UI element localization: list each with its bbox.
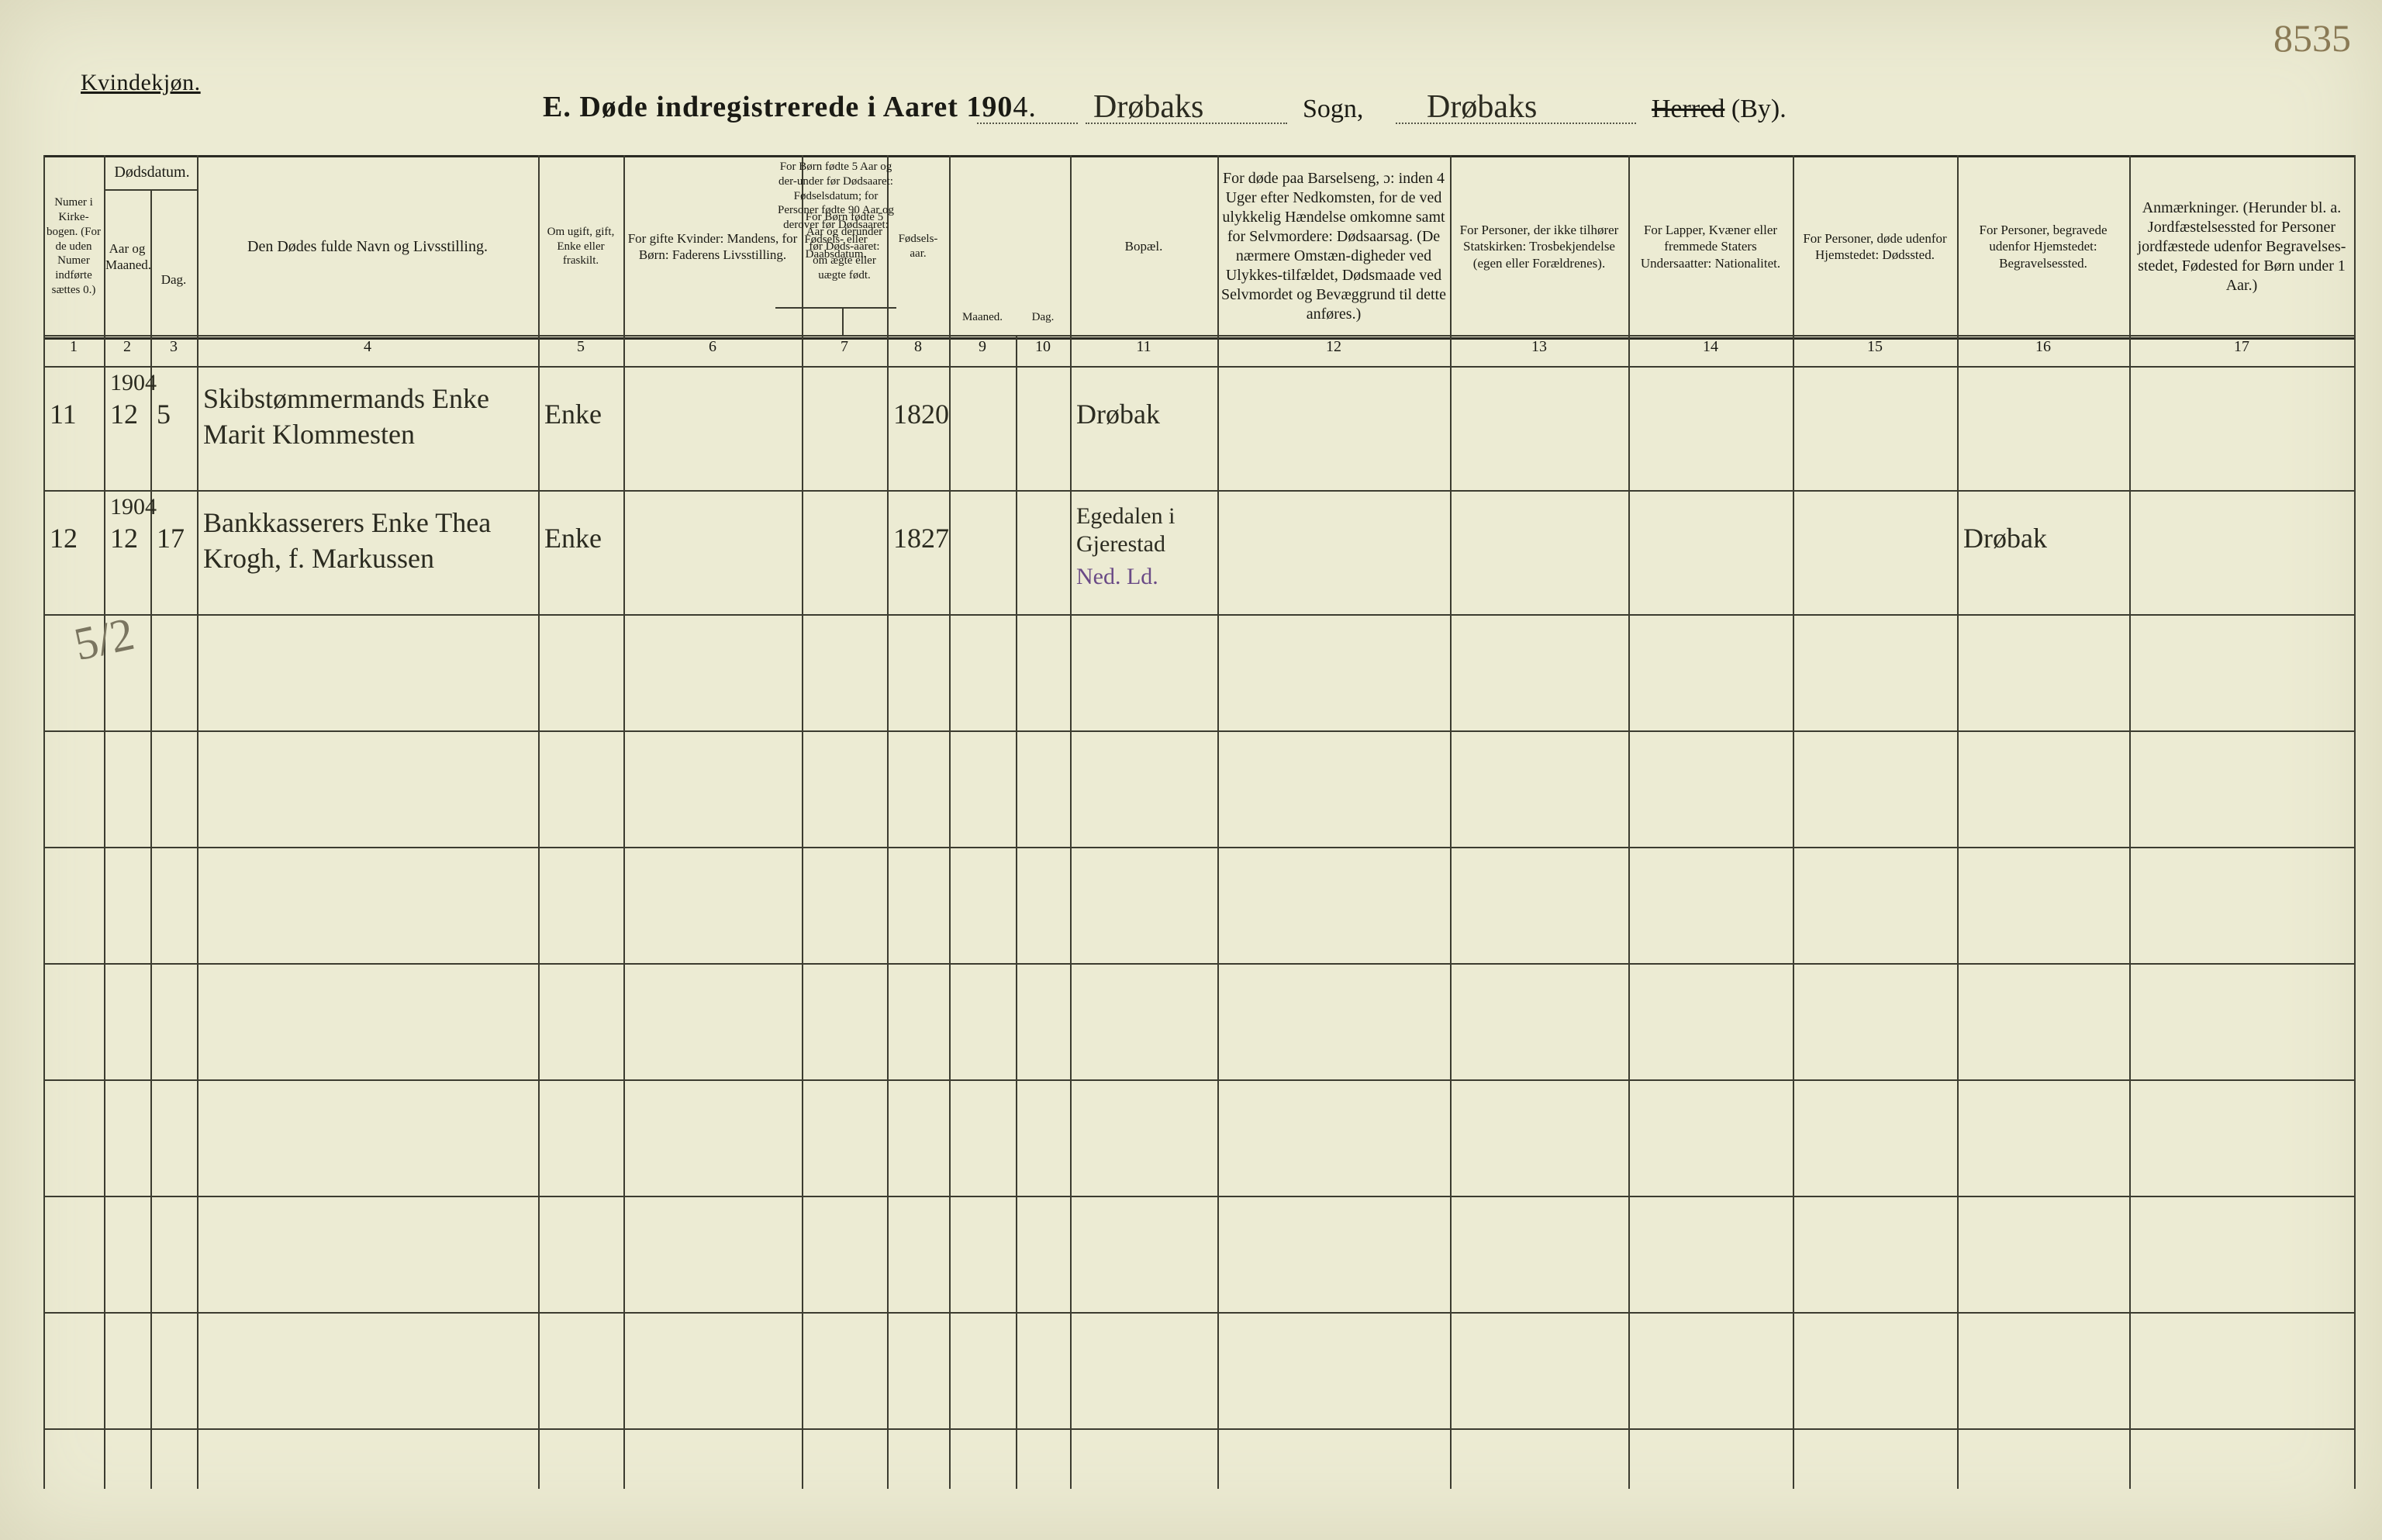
col-head-1: Numer i Kirke-bogen. (For de uden Numer … [47, 169, 101, 324]
col-head-12: For døde paa Barselseng, ɔ: inden 4 Uger… [1220, 169, 1447, 324]
col-head-11: Bopæl. [1073, 169, 1214, 324]
entry-year: 1904 [110, 495, 149, 520]
margin-pencil-note: 5/2 [70, 607, 139, 672]
entry-day: 17 [157, 524, 185, 554]
col-head-13: For Personer, der ikke tilhører Statskir… [1453, 169, 1625, 324]
row-rule [43, 1428, 2354, 1430]
title-prefix: E. Døde indregistrerede i Aaret 190 [543, 91, 1013, 123]
herred-by-label: Herred (By). [1652, 95, 1786, 124]
entry-year: 1904 [110, 371, 149, 395]
col-head-maaned-9: Maaned. [951, 310, 1014, 325]
col-head-5: Om ugift, gift, Enke eller fraskilt. [541, 169, 620, 324]
col-head-16: For Personer, begravede udenfor Hjemsted… [1960, 169, 2126, 324]
entry-month: 12 [110, 524, 138, 554]
sogn-label: Sogn, [1303, 95, 1363, 124]
col-head-8: Fødsels-aar. [890, 169, 946, 324]
col-head-4: Den Dødes fulde Navn og Livsstilling. [200, 169, 535, 324]
entry-num: 11 [50, 400, 77, 430]
row-rule [43, 963, 2354, 965]
gender-heading: Kvindekjøn. [81, 70, 201, 96]
col-number-15: 15 [1793, 338, 1957, 356]
entry-residence: Drøbak [1076, 400, 1160, 430]
col-number-13: 13 [1450, 338, 1628, 356]
col-number-16: 16 [1957, 338, 2129, 356]
col-number-17: 17 [2129, 338, 2354, 356]
col-head-6: For gifte Kvinder: Mandens, for Børn: Fa… [627, 169, 799, 324]
row-rule [43, 1312, 2354, 1314]
parish-name-1: Drøbaks [1093, 90, 1203, 124]
col-number-11: 11 [1070, 338, 1217, 356]
col-number-9: 9 [949, 338, 1016, 356]
col-head-dag-10: Dag. [1017, 310, 1068, 325]
entry-birthyear: 1827 [893, 524, 948, 554]
entry-residence-l2: Gjerestad [1076, 532, 1165, 557]
col-head-7: For Børn fødte 5 Aar og derunder før Død… [805, 169, 884, 324]
col-number-2: 2 [104, 338, 150, 356]
entry-name-line2: Marit Klommesten [203, 420, 415, 450]
dotline-3 [1396, 123, 1636, 124]
col-number-12: 12 [1217, 338, 1450, 356]
entry-marital: Enke [544, 400, 602, 430]
col-number-1: 1 [43, 338, 104, 356]
entry-num: 12 [50, 524, 78, 554]
col-number-6: 6 [623, 338, 802, 356]
dotline-2 [1086, 123, 1287, 124]
dotline-1 [977, 123, 1078, 124]
col-head-17: Anmærkninger. (Herunder bl. a. Jordfæste… [2132, 169, 2351, 324]
document-page: 8535 Kvindekjøn. E. Døde indregistrerede… [0, 0, 2382, 1540]
row-rule [43, 490, 2354, 492]
col-head-dag: Dag. [152, 271, 195, 288]
col-number-14: 14 [1628, 338, 1793, 356]
column-rule [2354, 155, 2356, 1489]
by-label: (By). [1731, 95, 1786, 123]
col-number-8: 8 [887, 338, 949, 356]
row-rule [43, 1079, 2354, 1081]
colnum-row-bottom [43, 366, 2354, 368]
col-head-15: For Personer, døde udenfor Hjemstedet: D… [1796, 169, 1954, 324]
entry-residence-l1: Egedalen i [1076, 504, 1175, 529]
row-rule [43, 730, 2354, 732]
page-number-handwritten: 8535 [2273, 16, 2351, 60]
col-head-aar-maaned: Aar og Maaned. [105, 240, 149, 274]
dodsdatum-label: Dødsdatum. [107, 163, 197, 182]
col-head-14: For Lapper, Kvæner eller fremmede Stater… [1631, 169, 1790, 324]
register-title: E. Døde indregistrerede i Aaret 1904. [543, 90, 1037, 124]
herred-struck: Herred [1652, 95, 1724, 123]
entry-marital: Enke [544, 524, 602, 554]
col-number-3: 3 [150, 338, 197, 356]
row-rule [43, 1196, 2354, 1197]
entry-name-line1: Skibstømmermands Enke [203, 385, 489, 414]
entry-birthyear: 1820 [893, 400, 948, 430]
entry-month: 12 [110, 400, 138, 430]
row-rule [43, 847, 2354, 848]
parish-name-2: Drøbaks [1427, 90, 1537, 124]
column-rule [1016, 335, 1017, 1489]
ledger-table: Dødsdatum. For Børn fødte 5 Aar og der-u… [43, 155, 2354, 1489]
entry-name-line2: Krogh, f. Markussen [203, 544, 434, 574]
entry-residence-note: Ned. Ld. [1076, 565, 1158, 589]
col-number-10: 10 [1016, 338, 1070, 356]
col-number-4: 4 [197, 338, 538, 356]
col-number-5: 5 [538, 338, 623, 356]
colnum-row-top [43, 335, 2354, 337]
entry-burial-place: Drøbak [1963, 524, 2047, 554]
entry-day: 5 [157, 400, 171, 430]
col-number-7: 7 [802, 338, 887, 356]
year-handwritten: 4. [1013, 91, 1037, 123]
entry-name-line1: Bankkasserers Enke Thea [203, 509, 491, 538]
row-rule [43, 614, 2354, 616]
